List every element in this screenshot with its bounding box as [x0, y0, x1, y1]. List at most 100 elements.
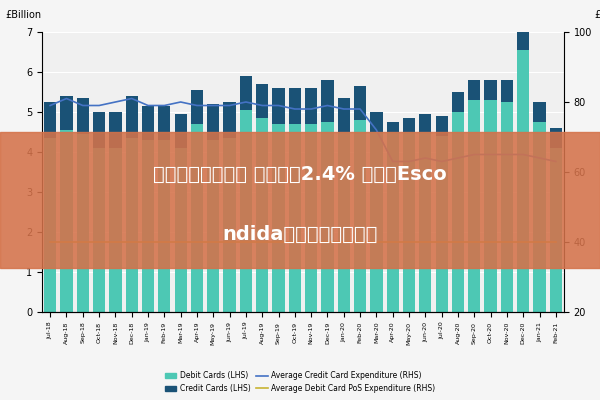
Average Credit Card Expenditure (RHS) — [389, 159, 397, 164]
Average Credit Card Expenditure (RHS) — [356, 106, 364, 111]
Average Debit Card PoS Expenditure (RHS) — [520, 240, 527, 244]
Bar — [386, 122, 399, 132]
Text: 股票配资靠谱公司 必和必拖2.4% 与智利Esco: 股票配资靠谱公司 必和必拖2.4% 与智利Esco — [153, 164, 447, 184]
Text: ndida铜矿工会谈判破裂: ndida铜矿工会谈判破裂 — [223, 224, 377, 244]
Average Credit Card Expenditure (RHS) — [242, 100, 250, 104]
Average Debit Card PoS Expenditure (RHS) — [145, 240, 152, 244]
Bar — [77, 134, 89, 312]
Bar — [419, 114, 431, 132]
Average Debit Card PoS Expenditure (RHS) — [275, 240, 282, 244]
Average Credit Card Expenditure (RHS) — [324, 103, 331, 108]
Average Credit Card Expenditure (RHS) — [161, 103, 168, 108]
Average Debit Card PoS Expenditure (RHS) — [340, 240, 347, 244]
Average Debit Card PoS Expenditure (RHS) — [308, 240, 315, 244]
Bar — [322, 122, 334, 312]
Bar — [240, 110, 252, 312]
Average Credit Card Expenditure (RHS) — [406, 159, 413, 164]
Bar — [93, 112, 105, 148]
Bar — [109, 112, 122, 148]
Bar — [468, 100, 481, 312]
Bar — [191, 124, 203, 312]
Average Debit Card PoS Expenditure (RHS) — [79, 240, 86, 244]
Bar — [386, 132, 399, 312]
Average Credit Card Expenditure (RHS) — [422, 156, 429, 160]
Bar — [125, 138, 138, 312]
Average Debit Card PoS Expenditure (RHS) — [128, 240, 136, 244]
Bar — [550, 128, 562, 148]
Average Credit Card Expenditure (RHS) — [552, 159, 559, 164]
Bar — [533, 122, 545, 312]
Average Debit Card PoS Expenditure (RHS) — [438, 240, 445, 244]
Average Debit Card PoS Expenditure (RHS) — [161, 240, 168, 244]
Average Credit Card Expenditure (RHS) — [209, 103, 217, 108]
Average Credit Card Expenditure (RHS) — [226, 103, 233, 108]
Legend: Debit Cards (LHS), Credit Cards (LHS), Average Credit Card Expenditure (RHS), Av: Debit Cards (LHS), Credit Cards (LHS), A… — [162, 368, 438, 396]
Average Debit Card PoS Expenditure (RHS) — [291, 240, 298, 244]
Bar — [338, 132, 350, 312]
Bar — [501, 102, 513, 312]
Bar — [468, 80, 481, 100]
Average Debit Card PoS Expenditure (RHS) — [356, 240, 364, 244]
Bar — [207, 140, 220, 312]
Bar — [142, 106, 154, 140]
Bar — [158, 140, 170, 312]
Average Credit Card Expenditure (RHS) — [520, 152, 527, 157]
Bar — [338, 98, 350, 132]
Bar — [175, 114, 187, 148]
Bar — [533, 102, 545, 122]
Average Debit Card PoS Expenditure (RHS) — [193, 240, 200, 244]
Average Debit Card PoS Expenditure (RHS) — [112, 240, 119, 244]
Bar — [272, 88, 284, 124]
Average Debit Card PoS Expenditure (RHS) — [503, 240, 511, 244]
Bar — [223, 102, 236, 138]
Bar — [403, 132, 415, 312]
Bar — [109, 148, 122, 312]
Bar — [354, 120, 366, 312]
Average Credit Card Expenditure (RHS) — [503, 152, 511, 157]
Bar — [370, 112, 383, 132]
Bar — [484, 100, 497, 312]
Average Credit Card Expenditure (RHS) — [454, 156, 461, 160]
Average Credit Card Expenditure (RHS) — [95, 103, 103, 108]
Bar — [77, 98, 89, 134]
Average Debit Card PoS Expenditure (RHS) — [242, 240, 250, 244]
Average Credit Card Expenditure (RHS) — [193, 103, 200, 108]
Bar — [289, 88, 301, 124]
Text: £Billion: £Billion — [5, 10, 41, 20]
Average Debit Card PoS Expenditure (RHS) — [536, 240, 543, 244]
Average Debit Card PoS Expenditure (RHS) — [324, 240, 331, 244]
Average Credit Card Expenditure (RHS) — [308, 106, 315, 111]
Bar — [436, 136, 448, 312]
Bar — [256, 84, 268, 118]
Bar — [452, 112, 464, 312]
Bar — [370, 132, 383, 312]
Text: £: £ — [594, 10, 600, 20]
Average Credit Card Expenditure (RHS) — [438, 159, 445, 164]
Average Debit Card PoS Expenditure (RHS) — [422, 240, 429, 244]
Average Credit Card Expenditure (RHS) — [487, 152, 494, 157]
Bar — [223, 138, 236, 312]
Bar — [175, 148, 187, 312]
Average Debit Card PoS Expenditure (RHS) — [177, 240, 184, 244]
Average Credit Card Expenditure (RHS) — [536, 156, 543, 160]
Average Debit Card PoS Expenditure (RHS) — [373, 240, 380, 244]
Bar — [452, 92, 464, 112]
Bar — [550, 148, 562, 312]
Average Debit Card PoS Expenditure (RHS) — [47, 240, 54, 244]
Average Credit Card Expenditure (RHS) — [275, 103, 282, 108]
Bar — [142, 140, 154, 312]
Bar — [484, 80, 497, 100]
Bar — [44, 102, 56, 138]
Bar — [158, 106, 170, 140]
Average Credit Card Expenditure (RHS) — [63, 96, 70, 101]
Bar — [501, 80, 513, 102]
Average Credit Card Expenditure (RHS) — [128, 96, 136, 101]
Bar — [289, 124, 301, 312]
Average Debit Card PoS Expenditure (RHS) — [487, 240, 494, 244]
Average Credit Card Expenditure (RHS) — [470, 152, 478, 157]
Average Credit Card Expenditure (RHS) — [259, 103, 266, 108]
Bar — [305, 88, 317, 124]
Average Credit Card Expenditure (RHS) — [47, 103, 54, 108]
Average Debit Card PoS Expenditure (RHS) — [226, 240, 233, 244]
Average Credit Card Expenditure (RHS) — [177, 100, 184, 104]
